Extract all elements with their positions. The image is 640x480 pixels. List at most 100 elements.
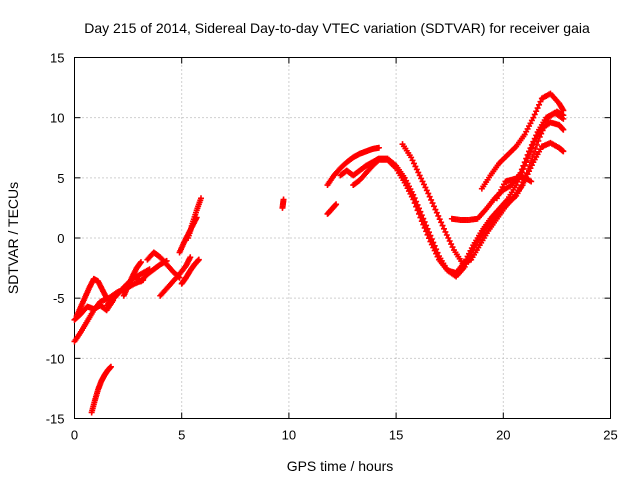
data-point xyxy=(560,115,567,122)
x-tick-label: 15 xyxy=(389,428,403,443)
series-trace-c xyxy=(73,275,110,320)
y-tick-label: -15 xyxy=(46,412,65,427)
data-point xyxy=(436,216,443,223)
data-point xyxy=(533,141,540,148)
series-trace-k xyxy=(178,256,202,287)
x-tick-label: 5 xyxy=(178,428,185,443)
data-point xyxy=(433,250,440,257)
data-point xyxy=(533,108,540,115)
y-tick-label: -10 xyxy=(46,351,65,366)
data-point xyxy=(528,141,535,148)
data-point xyxy=(423,228,430,235)
x-tick-label: 20 xyxy=(496,428,510,443)
data-point xyxy=(417,214,424,221)
data-point xyxy=(418,218,425,225)
data-point xyxy=(529,153,536,160)
data-point xyxy=(524,151,531,158)
series-trace-f xyxy=(131,257,170,285)
data-point xyxy=(195,256,202,263)
series-trace-m xyxy=(279,196,287,211)
data-point xyxy=(531,111,538,118)
data-point xyxy=(421,224,428,231)
y-tick-label: 15 xyxy=(50,51,64,66)
data-point xyxy=(433,209,440,216)
data-point xyxy=(425,235,432,242)
data-point xyxy=(539,127,546,134)
data-point xyxy=(518,166,525,173)
x-axis-label: GPS time / hours xyxy=(287,458,394,474)
data-point xyxy=(442,228,449,235)
data-point xyxy=(523,170,530,177)
data-point xyxy=(560,148,567,155)
data-point xyxy=(427,238,434,245)
data-point xyxy=(137,259,144,266)
data-point xyxy=(438,219,445,226)
data-point xyxy=(418,175,425,182)
data-point xyxy=(420,181,427,188)
data-point xyxy=(430,203,437,210)
data-point xyxy=(103,295,110,302)
x-tick-label: 10 xyxy=(282,428,296,443)
data-point xyxy=(445,235,452,241)
data-point xyxy=(521,159,528,166)
y-tick-label: 0 xyxy=(57,231,64,246)
data-point xyxy=(530,138,537,145)
data-point xyxy=(440,225,447,232)
axis-ticks: 0 5 10 15 20 25 -15 -10 -5 0 5 10 15 xyxy=(46,51,618,443)
data-point xyxy=(528,178,535,185)
y-tick-label: 10 xyxy=(50,111,64,126)
data-point xyxy=(425,190,432,197)
data-point xyxy=(415,210,422,217)
series-trace-j xyxy=(185,195,204,241)
data-point xyxy=(534,105,541,112)
data-point xyxy=(428,196,435,203)
data-point xyxy=(409,157,416,164)
data-point xyxy=(535,137,542,144)
data-point xyxy=(520,162,527,169)
data-point xyxy=(525,166,532,173)
data-point xyxy=(435,212,442,219)
data-point xyxy=(538,130,545,137)
data-point xyxy=(560,126,567,133)
data-point xyxy=(528,157,535,164)
data-point xyxy=(536,133,543,140)
data-point xyxy=(431,247,438,254)
data-point xyxy=(197,195,204,202)
data-point xyxy=(411,200,418,207)
data-point xyxy=(448,241,455,248)
data-point xyxy=(446,238,453,245)
chart-title: Day 215 of 2014, Sidereal Day-to-day VTE… xyxy=(84,20,590,36)
series-trace-u xyxy=(493,173,535,202)
data-point xyxy=(523,155,530,162)
data-point xyxy=(531,149,538,156)
data-point xyxy=(423,187,430,194)
data-point xyxy=(419,178,426,185)
data-point xyxy=(426,193,433,200)
y-axis-label: SDTVAR / TECUs xyxy=(5,182,21,294)
data-point xyxy=(413,166,420,173)
data-point xyxy=(410,196,417,203)
data-point xyxy=(410,160,417,167)
data-point xyxy=(527,145,534,152)
data-point xyxy=(430,244,437,251)
data-point xyxy=(375,144,382,151)
x-tick-label: 25 xyxy=(603,428,617,443)
data-point xyxy=(413,203,420,210)
data-point xyxy=(449,244,456,251)
data-point xyxy=(280,196,287,203)
grid xyxy=(74,57,611,419)
data-point xyxy=(414,207,421,214)
data-points xyxy=(71,90,567,416)
data-point xyxy=(443,231,450,238)
data-point xyxy=(532,145,539,152)
data-point xyxy=(531,135,538,142)
data-point xyxy=(420,221,427,228)
series-trace-t xyxy=(478,90,567,192)
data-point xyxy=(416,172,423,179)
data-point xyxy=(412,163,419,170)
y-tick-label: -5 xyxy=(53,291,65,306)
data-point xyxy=(333,201,340,208)
x-tick-label: 0 xyxy=(71,428,78,443)
data-point xyxy=(422,184,429,191)
